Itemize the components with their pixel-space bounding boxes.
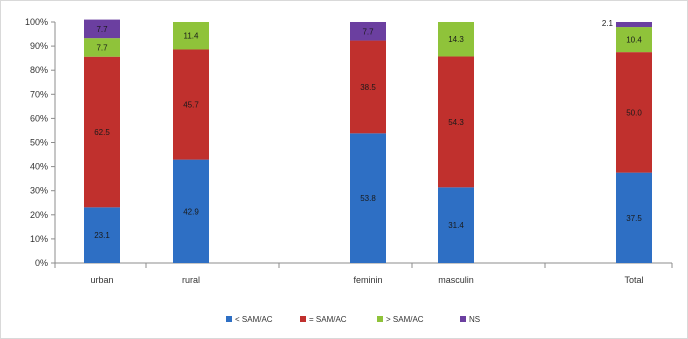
bar-segment [438, 56, 474, 188]
bar-segment [173, 49, 209, 160]
data-label: 7.7 [96, 25, 108, 34]
data-label: 7.7 [96, 43, 108, 52]
y-tick-label: 50% [30, 138, 48, 148]
y-tick-label: 20% [30, 210, 48, 220]
legend-label: NS [469, 315, 480, 324]
y-tick-label: 40% [30, 162, 48, 172]
bar-segment [350, 40, 386, 134]
x-category-label: masculin [438, 275, 474, 285]
y-tick-label: 100% [25, 17, 48, 27]
data-label: 53.8 [360, 194, 376, 203]
y-tick-label: 30% [30, 186, 48, 196]
data-label: 2.1 [602, 19, 614, 28]
bar-segment [438, 22, 474, 57]
bar-segment [616, 27, 652, 53]
bar-segment [84, 19, 120, 39]
legend-label: < SAM/AC [235, 315, 273, 324]
y-tick-label: 80% [30, 65, 48, 75]
data-label: 10.4 [626, 36, 642, 45]
x-category-label: feminin [353, 275, 382, 285]
legend-swatch [300, 316, 306, 322]
legend-swatch [377, 316, 383, 322]
data-label: 45.7 [183, 101, 199, 110]
bar-segment [84, 207, 120, 263]
bar-segment [438, 187, 474, 263]
data-label: 54.3 [448, 118, 464, 127]
data-label: 50.0 [626, 108, 642, 117]
data-label: 42.9 [183, 207, 199, 216]
legend-swatch [226, 316, 232, 322]
data-label: 11.4 [184, 32, 200, 41]
data-label: 62.5 [94, 128, 110, 137]
legend-swatch [460, 316, 466, 322]
bar-segment [173, 159, 209, 263]
x-category-label: Total [624, 275, 643, 285]
data-label: 23.1 [94, 231, 110, 240]
data-label: 31.4 [448, 221, 464, 230]
x-category-label: urban [90, 275, 113, 285]
y-tick-label: 10% [30, 234, 48, 244]
bar-segment [350, 22, 386, 41]
bar-segment [84, 56, 120, 208]
y-tick-label: 70% [30, 89, 48, 99]
data-label: 38.5 [360, 83, 376, 92]
y-tick-label: 0% [35, 258, 48, 268]
y-tick-label: 90% [30, 41, 48, 51]
legend-label: = SAM/AC [309, 315, 347, 324]
data-label: 14.3 [448, 35, 464, 44]
data-label: 37.5 [626, 214, 642, 223]
bar-segment [84, 38, 120, 57]
legend-label: > SAM/AC [386, 315, 424, 324]
bar-segment [616, 22, 652, 28]
bar-segment [616, 172, 652, 263]
y-tick-label: 60% [30, 113, 48, 123]
bar-segment [616, 52, 652, 173]
x-category-label: rural [182, 275, 200, 285]
data-label: 7.7 [362, 27, 374, 36]
bar-segment [350, 133, 386, 263]
bar-segment [173, 22, 209, 50]
